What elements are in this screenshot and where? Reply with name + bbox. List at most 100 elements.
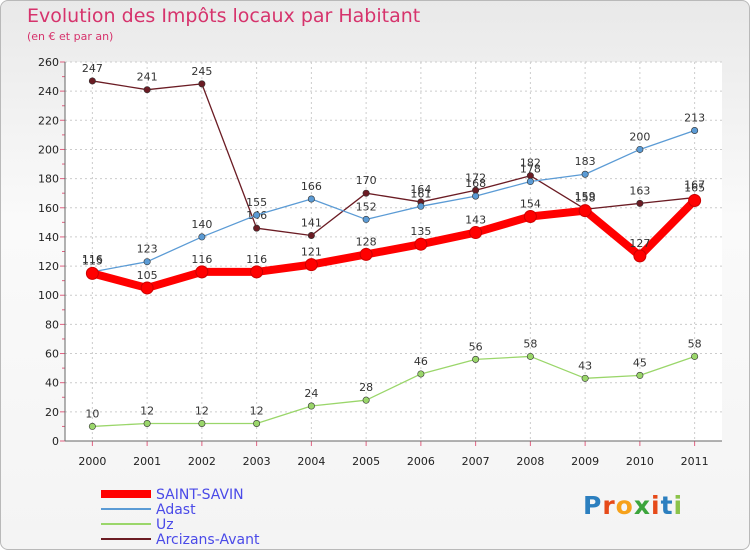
data-label-adast: 140 bbox=[191, 218, 212, 231]
data-label-adast: 213 bbox=[684, 112, 705, 125]
chart-title: Evolution des Impôts locaux par Habitant bbox=[27, 5, 421, 27]
data-label-uz: 58 bbox=[523, 337, 537, 350]
data-label-saint-savin: 158 bbox=[575, 192, 596, 205]
data-label-adast: 161 bbox=[410, 187, 431, 200]
data-label-uz: 58 bbox=[688, 337, 702, 350]
data-point-saint-savin bbox=[523, 210, 537, 224]
y-tick-label: 100 bbox=[38, 289, 59, 302]
data-label-saint-savin: 116 bbox=[246, 253, 267, 266]
data-label-arcizans-avant: 245 bbox=[191, 65, 212, 78]
x-tick-label: 2011 bbox=[681, 455, 709, 468]
data-point-adast bbox=[307, 195, 315, 203]
data-label-uz: 28 bbox=[359, 381, 373, 394]
data-label-arcizans-avant: 164 bbox=[410, 183, 431, 196]
y-tick-label: 260 bbox=[38, 56, 59, 69]
data-label-adast: 178 bbox=[520, 163, 541, 176]
data-label-adast: 168 bbox=[465, 177, 486, 190]
data-label-arcizans-avant: 159 bbox=[575, 190, 596, 203]
logo-letter: t bbox=[660, 491, 674, 520]
data-point-uz bbox=[362, 396, 370, 404]
legend-label-adast: Adast bbox=[156, 502, 196, 518]
data-label-uz: 43 bbox=[578, 359, 592, 372]
data-point-uz bbox=[636, 371, 644, 379]
data-point-arcizans-avant bbox=[307, 231, 315, 239]
series-line-arcizans-avant bbox=[92, 80, 695, 237]
data-point-adast bbox=[143, 258, 151, 266]
data-label-arcizans-avant: 170 bbox=[356, 174, 377, 187]
data-label-uz: 56 bbox=[469, 340, 483, 353]
data-label-uz: 24 bbox=[304, 387, 318, 400]
data-label-saint-savin: 154 bbox=[520, 198, 541, 211]
data-point-arcizans-avant bbox=[143, 86, 151, 94]
data-label-uz: 45 bbox=[633, 356, 647, 369]
data-point-adast bbox=[526, 178, 534, 186]
data-label-uz: 10 bbox=[85, 407, 99, 420]
data-point-saint-savin bbox=[469, 226, 483, 240]
data-point-uz bbox=[253, 420, 261, 428]
data-point-uz bbox=[88, 422, 96, 430]
data-point-uz bbox=[472, 355, 480, 363]
legend-label-arcizans-avant: Arcizans-Avant bbox=[156, 532, 260, 548]
data-point-arcizans-avant bbox=[362, 189, 370, 197]
x-tick-label: 2003 bbox=[243, 455, 271, 468]
series-line-saint-savin bbox=[91, 197, 698, 292]
data-label-arcizans-avant: 172 bbox=[465, 171, 486, 184]
logo-letter: o bbox=[615, 491, 634, 520]
y-tick-label: 20 bbox=[45, 406, 59, 419]
x-tick-label: 2005 bbox=[352, 455, 380, 468]
data-label-adast: 200 bbox=[629, 130, 650, 143]
data-point-uz bbox=[691, 352, 699, 360]
data-label-adast: 166 bbox=[301, 180, 322, 193]
logo-letter: i bbox=[651, 491, 661, 520]
data-point-adast bbox=[362, 215, 370, 223]
data-point-uz bbox=[143, 420, 151, 428]
chart-subtitle: (en € et par an) bbox=[27, 30, 114, 43]
logo-letter: r bbox=[602, 491, 616, 520]
data-point-saint-savin bbox=[359, 247, 373, 261]
data-point-uz bbox=[198, 420, 206, 428]
data-label-saint-savin: 116 bbox=[191, 253, 212, 266]
y-tick-label: 60 bbox=[45, 348, 59, 361]
y-tick-label: 140 bbox=[38, 231, 59, 244]
data-label-uz: 46 bbox=[414, 355, 428, 368]
data-label-uz: 12 bbox=[195, 405, 209, 418]
data-point-adast bbox=[198, 233, 206, 241]
data-point-adast bbox=[581, 170, 589, 178]
data-point-adast bbox=[417, 202, 425, 210]
proxiti-logo: Proxiti bbox=[583, 491, 683, 520]
data-point-adast bbox=[472, 192, 480, 200]
data-label-arcizans-avant: 141 bbox=[301, 216, 322, 229]
x-tick-label: 2010 bbox=[626, 455, 654, 468]
data-point-saint-savin bbox=[578, 204, 592, 218]
x-tick-label: 2006 bbox=[407, 455, 435, 468]
y-tick-label: 200 bbox=[38, 143, 59, 156]
data-point-saint-savin bbox=[688, 193, 702, 207]
data-point-arcizans-avant bbox=[253, 224, 261, 232]
data-point-arcizans-avant bbox=[198, 80, 206, 88]
data-point-saint-savin bbox=[195, 265, 209, 279]
data-label-saint-savin: 128 bbox=[356, 235, 377, 248]
y-tick-label: 0 bbox=[52, 435, 59, 448]
data-point-uz bbox=[581, 374, 589, 382]
data-label-adast: 183 bbox=[575, 155, 596, 168]
series-line-uz bbox=[92, 355, 695, 428]
data-label-adast: 123 bbox=[137, 243, 158, 256]
y-tick-label: 40 bbox=[45, 377, 59, 390]
data-label-arcizans-avant: 182 bbox=[520, 157, 541, 170]
legend-label-saint-savin: SAINT-SAVIN bbox=[156, 487, 244, 503]
series-line-adast bbox=[92, 129, 695, 273]
x-tick-label: 2007 bbox=[462, 455, 490, 468]
x-tick-label: 2009 bbox=[571, 455, 599, 468]
data-label-saint-savin: 115 bbox=[82, 254, 103, 267]
data-label-arcizans-avant: 247 bbox=[82, 62, 103, 75]
logo-letter: P bbox=[583, 491, 603, 520]
y-tick-label: 240 bbox=[38, 85, 59, 98]
data-label-saint-savin: 121 bbox=[301, 246, 322, 259]
data-point-arcizans-avant bbox=[636, 199, 644, 207]
x-tick-label: 2000 bbox=[78, 455, 106, 468]
data-label-saint-savin: 135 bbox=[410, 225, 431, 238]
logo-letter: x bbox=[633, 491, 651, 520]
x-tick-label: 2004 bbox=[297, 455, 325, 468]
data-label-arcizans-avant: 241 bbox=[137, 71, 158, 84]
